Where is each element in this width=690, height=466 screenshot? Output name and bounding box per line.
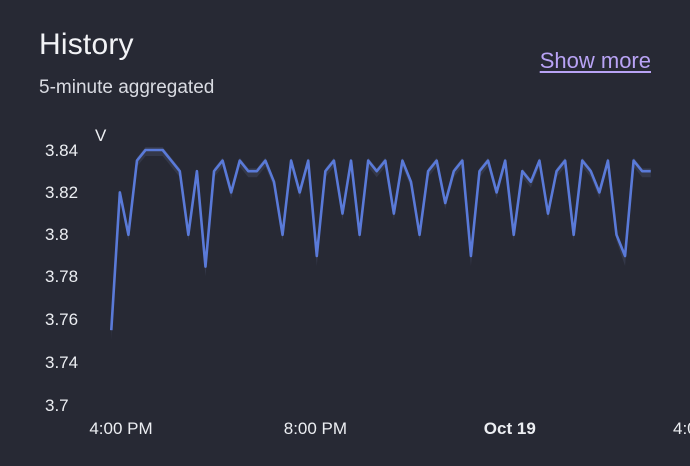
- y-tick-label: 3.78: [45, 267, 78, 286]
- show-more-link[interactable]: Show more: [539, 48, 651, 73]
- x-tick-label: 8:00 PM: [284, 419, 347, 438]
- series-range-band: [111, 147, 651, 341]
- y-tick-label: 3.84: [45, 141, 78, 160]
- x-tick-label: 4:00 AM: [673, 419, 690, 438]
- y-tick-label: 3.76: [45, 310, 78, 329]
- series-lines: [109, 148, 651, 331]
- y-axis-ticks: 3.84 3.82 3.8 3.78 3.76 3.74 3.7: [45, 141, 78, 415]
- y-tick-label: 3.7: [45, 396, 69, 415]
- x-tick-label: Oct 19: [484, 419, 536, 438]
- y-tick-label: 3.8: [45, 225, 69, 244]
- card-title: History: [39, 28, 134, 61]
- x-tick-label: 4:00 PM: [89, 419, 152, 438]
- series-line-segment[interactable]: [109, 148, 651, 331]
- y-tick-label: 3.74: [45, 353, 78, 372]
- card-subtitle: 5-minute aggregated: [39, 77, 215, 98]
- y-axis-unit: V: [95, 126, 107, 145]
- y-tick-label: 3.82: [45, 183, 78, 202]
